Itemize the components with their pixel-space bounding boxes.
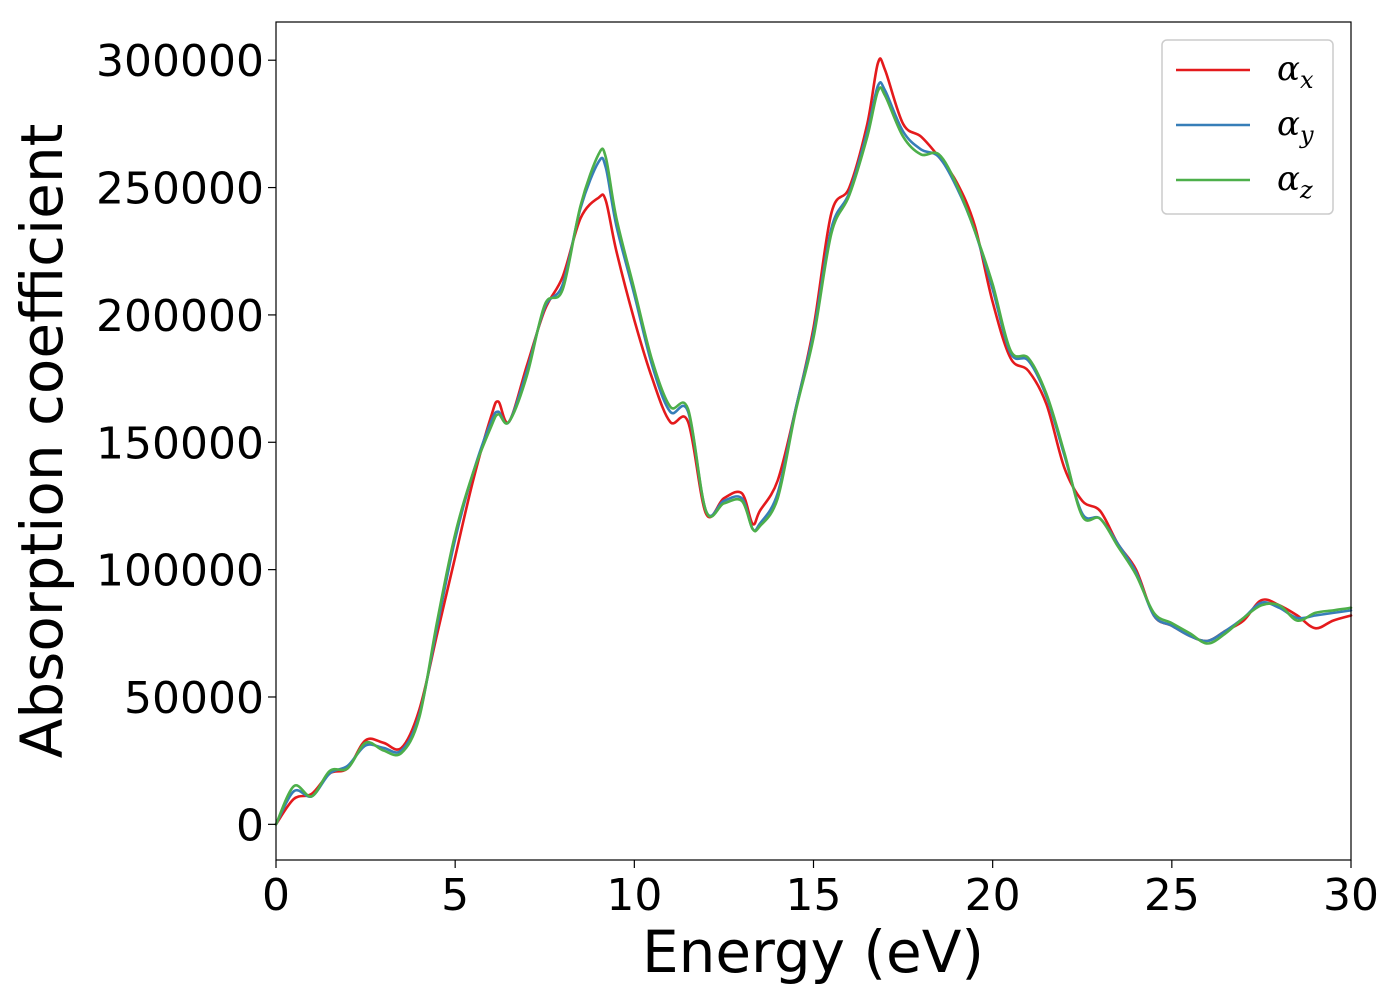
x-ticks: 0 5 10 15 20 25 30 — [262, 860, 1379, 921]
x-tick-label: 30 — [1323, 870, 1379, 921]
x-tick-label: 15 — [786, 870, 842, 921]
x-tick-label: 20 — [965, 870, 1021, 921]
y-ticks: 0 50000 100000 150000 200000 250000 300000 — [96, 36, 276, 851]
x-tick-label: 25 — [1144, 870, 1200, 921]
y-tick-label: 300000 — [96, 36, 264, 87]
y-tick-label: 150000 — [96, 418, 264, 469]
y-tick-label: 250000 — [96, 164, 264, 215]
legend-label-x: αx — [1277, 49, 1314, 94]
y-tick-label: 100000 — [96, 546, 264, 597]
y-tick-label: 200000 — [96, 291, 264, 342]
series-line-z — [274, 86, 1353, 826]
legend-box — [1161, 39, 1334, 215]
x-axis-label: Energy (eV) — [642, 918, 984, 986]
series-lines — [274, 57, 1353, 826]
y-axis-label: Absorption coefficient — [8, 124, 76, 759]
legend: αx αy αz — [1161, 39, 1334, 215]
legend-label-y: αy — [1277, 104, 1314, 149]
x-tick-label: 5 — [441, 870, 469, 921]
x-tick-label: 0 — [262, 870, 290, 921]
legend-label-z: αz — [1277, 159, 1313, 204]
y-tick-label: 50000 — [124, 673, 264, 724]
y-tick-label: 0 — [236, 800, 264, 851]
x-tick-label: 10 — [606, 870, 662, 921]
